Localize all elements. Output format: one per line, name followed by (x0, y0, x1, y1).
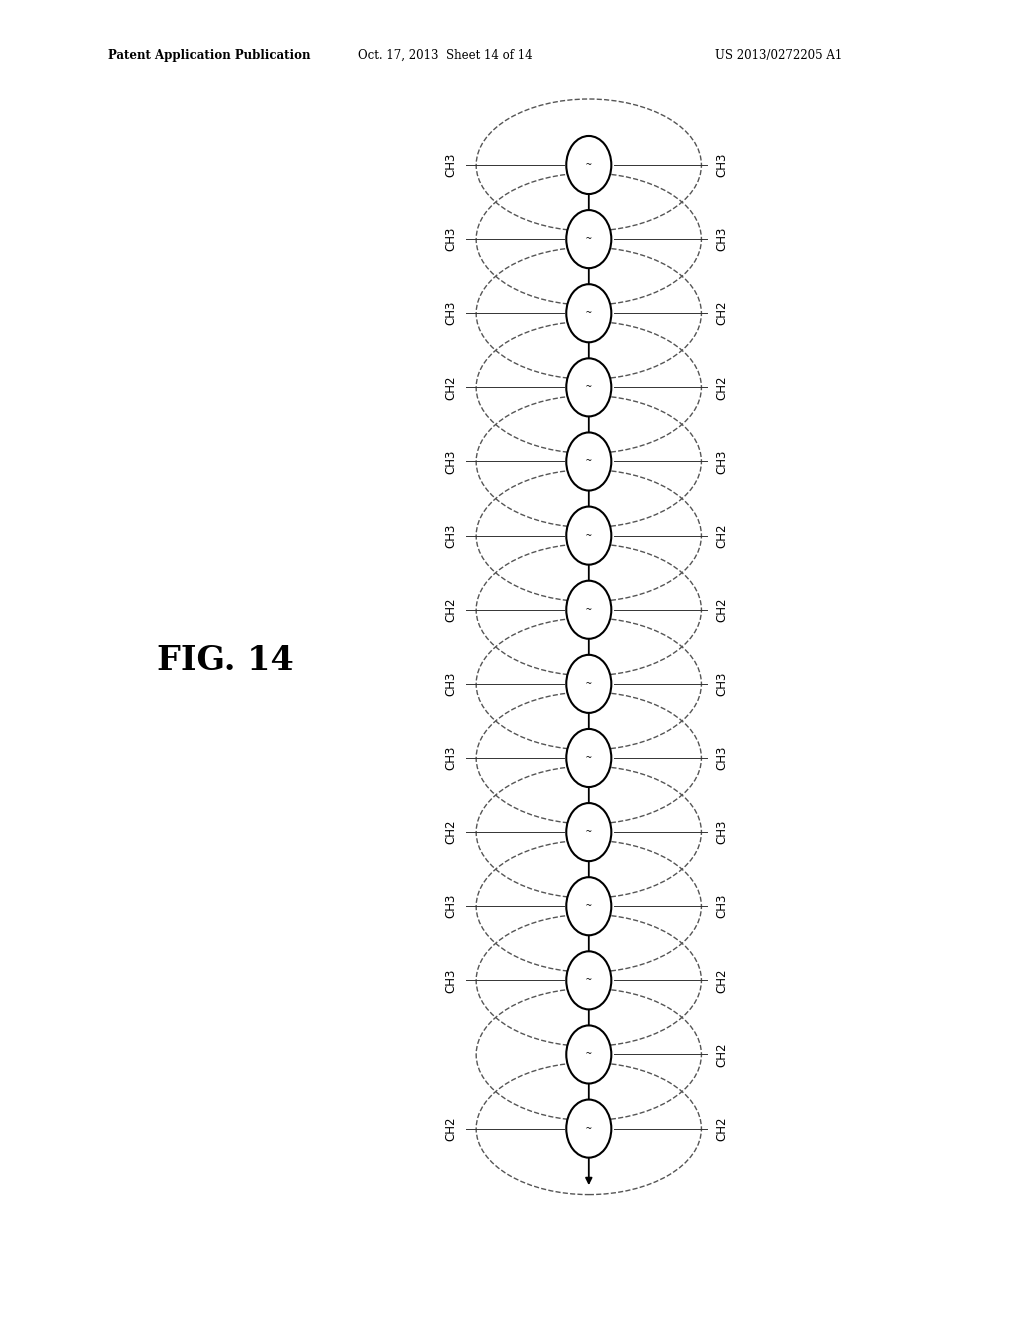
Circle shape (566, 1026, 611, 1084)
Circle shape (566, 358, 611, 416)
Circle shape (566, 729, 611, 787)
Text: CH3: CH3 (444, 746, 457, 770)
Text: US 2013/0272205 A1: US 2013/0272205 A1 (715, 49, 842, 62)
Text: ~: ~ (586, 531, 592, 541)
Circle shape (566, 210, 611, 268)
Text: CH3: CH3 (444, 449, 457, 474)
Text: ~: ~ (586, 383, 592, 392)
Text: CH2: CH2 (716, 523, 728, 548)
Text: ~: ~ (586, 234, 592, 244)
Text: CH2: CH2 (716, 375, 728, 400)
Text: CH3: CH3 (716, 894, 728, 919)
Text: CH3: CH3 (716, 820, 728, 845)
Text: CH3: CH3 (716, 746, 728, 770)
Text: CH2: CH2 (716, 1117, 728, 1140)
Text: CH2: CH2 (716, 301, 728, 326)
Text: CH3: CH3 (444, 524, 457, 548)
Circle shape (566, 878, 611, 936)
Text: Oct. 17, 2013  Sheet 14 of 14: Oct. 17, 2013 Sheet 14 of 14 (358, 49, 532, 62)
Text: ~: ~ (586, 828, 592, 837)
Text: ~: ~ (586, 1123, 592, 1134)
Text: ~: ~ (586, 678, 592, 689)
Text: ~: ~ (586, 160, 592, 170)
Text: ~: ~ (586, 457, 592, 466)
Circle shape (566, 581, 611, 639)
Text: ~: ~ (586, 752, 592, 763)
Circle shape (566, 655, 611, 713)
Circle shape (566, 136, 611, 194)
Text: CH2: CH2 (444, 375, 457, 400)
Circle shape (566, 433, 611, 491)
Text: ~: ~ (586, 605, 592, 615)
Text: CH2: CH2 (716, 598, 728, 622)
Text: CH3: CH3 (716, 672, 728, 696)
Text: CH2: CH2 (444, 598, 457, 622)
Text: CH3: CH3 (716, 227, 728, 251)
Circle shape (566, 1100, 611, 1158)
Text: CH3: CH3 (444, 301, 457, 326)
Circle shape (566, 803, 611, 861)
Text: CH2: CH2 (716, 1043, 728, 1067)
Circle shape (566, 952, 611, 1010)
Text: CH3: CH3 (444, 227, 457, 251)
Text: Patent Application Publication: Patent Application Publication (108, 49, 310, 62)
Text: ~: ~ (586, 975, 592, 985)
Text: CH3: CH3 (444, 894, 457, 919)
Text: CH2: CH2 (716, 968, 728, 993)
Text: FIG. 14: FIG. 14 (157, 644, 294, 676)
Circle shape (566, 284, 611, 342)
Text: ~: ~ (586, 1049, 592, 1060)
Text: CH3: CH3 (444, 672, 457, 696)
Text: CH2: CH2 (444, 1117, 457, 1140)
Text: CH3: CH3 (444, 153, 457, 177)
Text: ~: ~ (586, 902, 592, 911)
Text: CH3: CH3 (716, 153, 728, 177)
Text: CH3: CH3 (444, 968, 457, 993)
Text: CH2: CH2 (444, 820, 457, 845)
Text: ~: ~ (586, 309, 592, 318)
Circle shape (566, 507, 611, 565)
Text: CH3: CH3 (716, 449, 728, 474)
